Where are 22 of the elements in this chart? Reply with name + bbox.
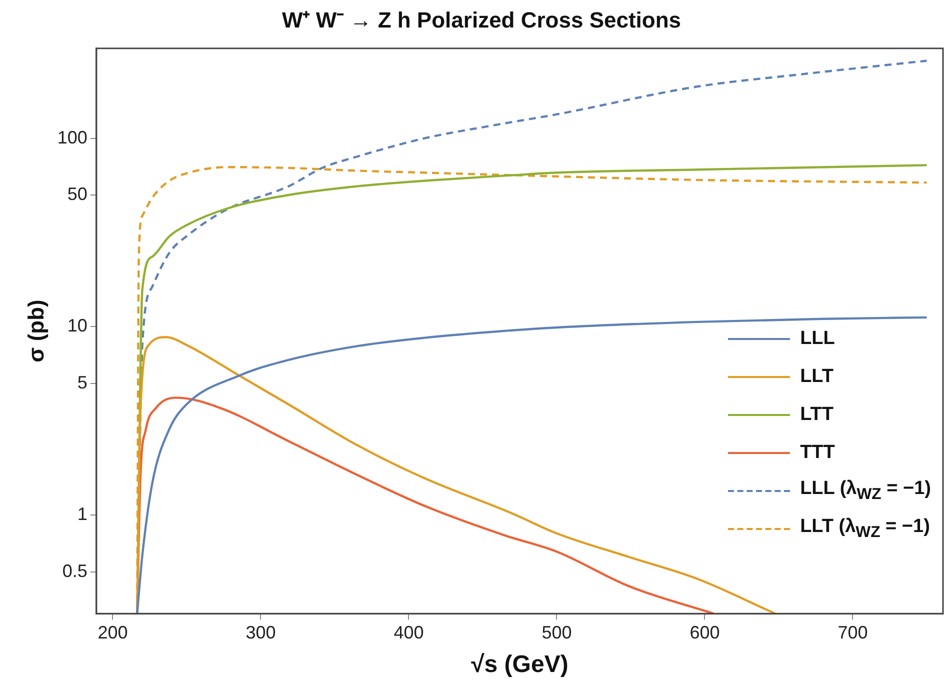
legend-label: LLT <box>800 366 834 388</box>
x-tick-label: 300 <box>246 622 276 642</box>
legend-label: LLT (λ$_{WZ}$ = −1) <box>800 516 930 542</box>
x-tick-label: 200 <box>98 622 128 642</box>
y-tick-label: 1 <box>77 504 88 524</box>
y-tick-label: 0.5 <box>62 560 88 581</box>
x-axis-title: √s (GeV) <box>471 651 568 678</box>
legend-label: LLL (λ$_{WZ}$ = −1) <box>800 478 931 504</box>
x-tick-label: 500 <box>542 622 572 642</box>
legend-label: TTT <box>800 442 835 464</box>
x-tick-label: 600 <box>690 622 720 642</box>
y-axis-title: σ (pb) <box>23 300 48 362</box>
legend-label: LTT <box>800 404 834 426</box>
y-tick-label: 50 <box>67 184 88 204</box>
x-tick-label: 400 <box>394 622 424 642</box>
y-tick-label: 10 <box>67 316 88 336</box>
chart-title: W⁺ W⁻ → Z h Polarized Cross Sections <box>282 7 682 32</box>
y-tick-label: 5 <box>77 372 88 392</box>
legend-label: LLL <box>800 328 835 350</box>
y-tick-label: 100 <box>57 127 88 148</box>
x-tick-label: 700 <box>838 622 868 642</box>
line-series <box>136 396 715 614</box>
